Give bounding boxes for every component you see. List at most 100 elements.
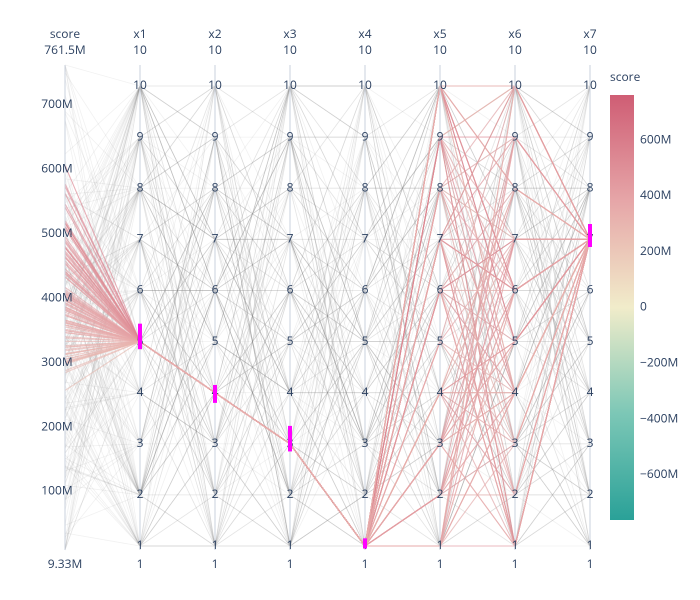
axis-tick-x6: 1 [512,536,519,553]
axis-tick-x6: 10 [508,76,522,93]
axis-tick-x4: 8 [362,178,369,195]
axis-tick-score: 200M [41,417,72,434]
axis-tick-x5: 8 [437,178,444,195]
colorbar-tick: 200M [640,242,671,259]
axis-title-x1: x1 [133,25,146,42]
parallel-coordinates-chart: score761.5M9.33M100M200M300M400M500M600M… [0,0,700,600]
colorbar-title: score [610,68,641,85]
axis-tick-x4: 2 [362,485,369,502]
axis-title-x6: x6 [508,25,521,42]
axis-tick-x4: 7 [362,230,369,247]
axis-tick-x4: 5 [362,332,369,349]
axis-tick-x2: 8 [212,178,219,195]
colorbar-tick: 0 [640,298,647,315]
axis-tick-score: 400M [41,288,72,305]
axis-min-x7: 1 [587,555,594,572]
axis-tick-x1: 7 [137,230,144,247]
axis-tick-x4: 9 [362,127,369,144]
axis-tick-x2: 10 [208,76,222,93]
axis-tick-x4: 4 [362,383,369,400]
axis-max-x3: 10 [283,41,297,58]
axis-tick-x1: 2 [137,485,144,502]
axis-max-score: 761.5M [44,41,85,58]
axis-tick-x3: 4 [287,383,294,400]
axis-max-x2: 10 [208,41,222,58]
colorbar-tick: 400M [640,186,671,203]
axis-tick-x1: 6 [137,281,144,298]
axis-tick-x2: 2 [212,485,219,502]
axis-max-x4: 10 [358,41,372,58]
axis-tick-score: 500M [41,224,72,241]
axis-tick-x5: 1 [437,536,444,553]
colorbar-tick: 600M [640,130,671,147]
axis-max-x1: 10 [133,41,147,58]
axis-max-x5: 10 [433,41,447,58]
colorbar-gradient [610,95,634,520]
axis-tick-x2: 1 [212,536,219,553]
axis-tick-x4: 3 [362,434,369,451]
axis-tick-x3: 6 [287,281,294,298]
axis-max-x7: 10 [583,41,597,58]
axis-tick-x3: 2 [287,485,294,502]
axis-tick-x7: 1 [587,536,594,553]
axis-tick-x5: 10 [433,76,447,93]
axis-tick-x5: 3 [437,434,444,451]
axis-tick-x6: 3 [512,434,519,451]
axis-tick-x5: 9 [437,127,444,144]
axis-tick-score: 300M [41,353,72,370]
axis-tick-x1: 3 [137,434,144,451]
axis-tick-score: 100M [41,482,72,499]
axis-tick-x1: 8 [137,178,144,195]
axis-tick-x7: 6 [587,281,594,298]
colorbar-tick: −600M [640,465,678,482]
colorbar-tick: −200M [640,354,678,371]
axis-tick-x7: 8 [587,178,594,195]
axis-tick-x2: 6 [212,281,219,298]
axis-tick-x5: 7 [437,230,444,247]
axis-tick-x5: 6 [437,281,444,298]
axis-tick-x7: 9 [587,127,594,144]
axis-tick-score: 700M [41,95,72,112]
axis-tick-x5: 5 [437,332,444,349]
axis-tick-x2: 5 [212,332,219,349]
axis-tick-x5: 4 [437,383,444,400]
chart-svg: score761.5M9.33M100M200M300M400M500M600M… [0,0,700,600]
axis-tick-x6: 8 [512,178,519,195]
axis-tick-x3: 1 [287,536,294,553]
axis-tick-x1: 1 [137,536,144,553]
axis-min-x1: 1 [137,555,144,572]
axis-tick-x7: 10 [583,76,597,93]
axis-tick-x4: 6 [362,281,369,298]
colorbar: score −600M −400M −200M 0 200M 400M 600M [610,68,678,520]
axis-min-x2: 1 [212,555,219,572]
axis-title-x7: x7 [583,25,596,42]
axis-tick-x1: 10 [133,76,147,93]
axis-tick-score: 600M [41,159,72,176]
axis-title-x3: x3 [283,25,296,42]
axis-tick-x6: 7 [512,230,519,247]
axis-tick-x4: 10 [358,76,372,93]
axis-tick-x2: 9 [212,127,219,144]
axis-tick-x7: 3 [587,434,594,451]
axis-tick-x1: 9 [137,127,144,144]
colorbar-tick: −400M [640,409,678,426]
axis-tick-x7: 4 [587,383,594,400]
axis-tick-x3: 10 [283,76,297,93]
axis-tick-x1: 4 [137,383,144,400]
axis-tick-x3: 9 [287,127,294,144]
axis-max-x6: 10 [508,41,522,58]
axis-tick-x3: 7 [287,230,294,247]
axis-tick-x3: 5 [287,332,294,349]
axis-title-x4: x4 [358,25,371,42]
axis-min-x3: 1 [287,555,294,572]
axis-min-score: 9.33M [48,555,83,572]
axis-min-x6: 1 [512,555,519,572]
axis-title-x2: x2 [208,25,221,42]
axis-title-score: score [50,25,81,42]
axis-min-x5: 1 [437,555,444,572]
axis-tick-x2: 7 [212,230,219,247]
axis-tick-x7: 2 [587,485,594,502]
axis-tick-x6: 4 [512,383,519,400]
axis-tick-x2: 3 [212,434,219,451]
axis-min-x4: 1 [362,555,369,572]
